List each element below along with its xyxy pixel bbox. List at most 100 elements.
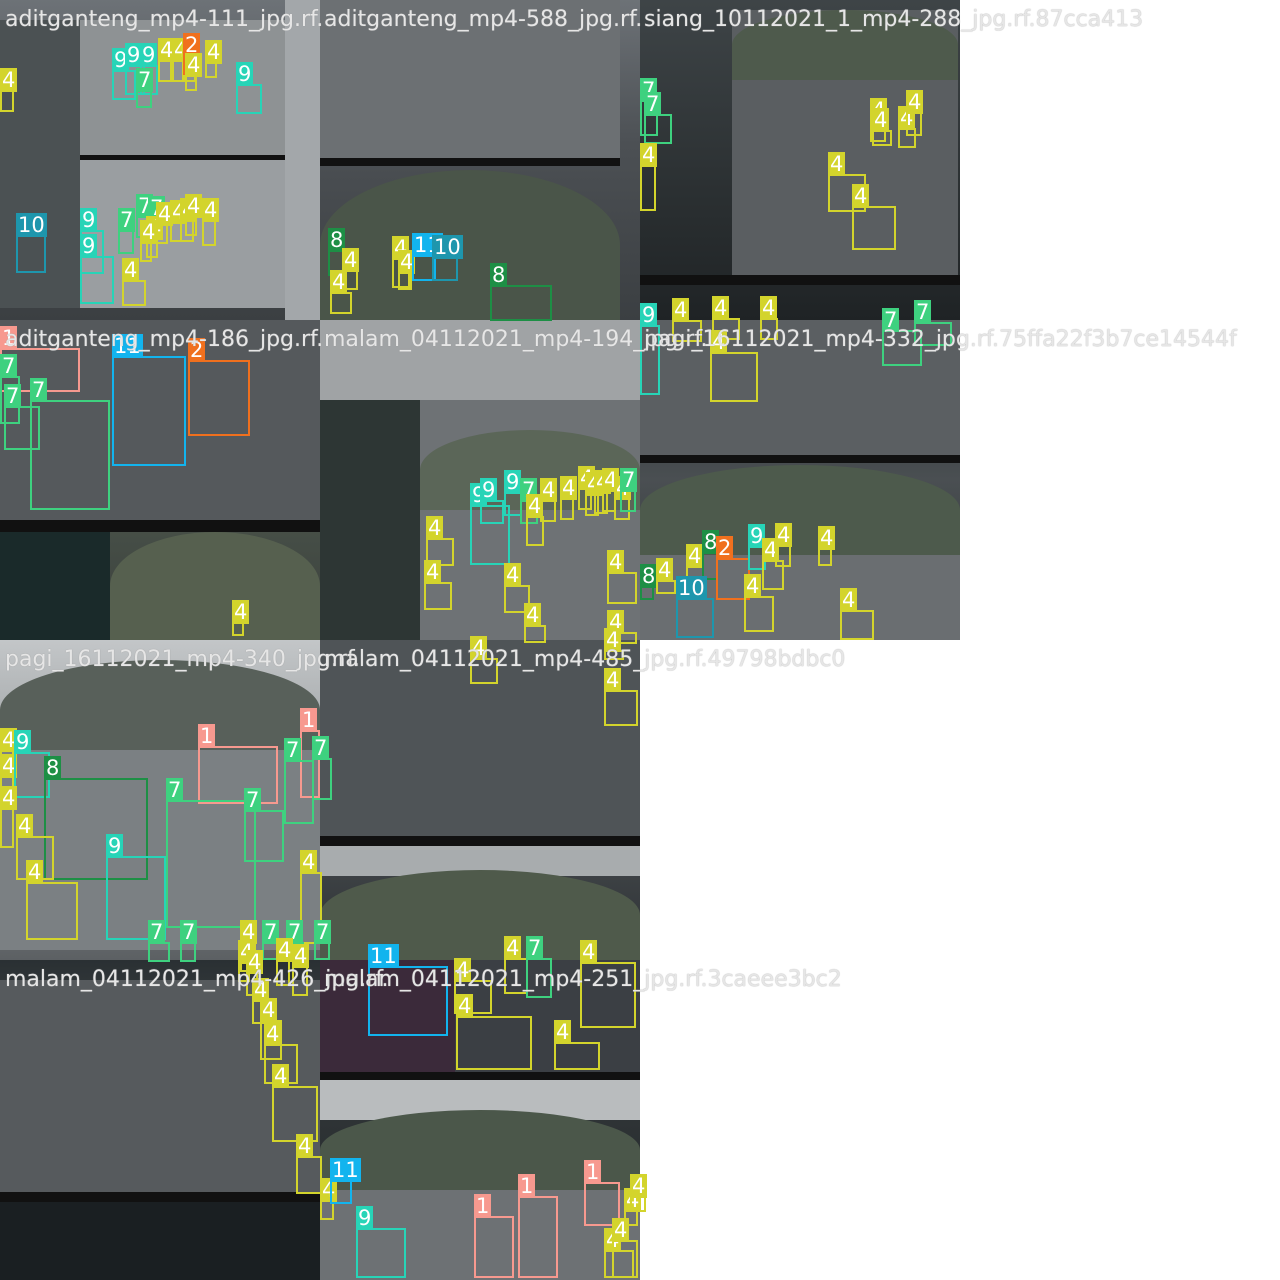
class-label: 4 xyxy=(775,523,793,547)
class-label: 7 xyxy=(30,378,48,402)
class-label: 4 xyxy=(185,53,203,77)
class-label: 4 xyxy=(840,588,858,612)
detection-box xyxy=(26,882,78,940)
class-label: 4 xyxy=(16,814,34,838)
class-label: 4 xyxy=(424,560,442,584)
class-label: 4 xyxy=(272,1064,290,1088)
class-label: 11 xyxy=(112,334,143,358)
class-label: 4 xyxy=(300,850,318,874)
class-label: 9 xyxy=(236,62,254,86)
class-label: 9 xyxy=(748,524,766,548)
detection-box xyxy=(198,746,278,804)
class-label: 4 xyxy=(320,1178,338,1202)
class-label: 7 xyxy=(284,738,302,762)
class-label: 4 xyxy=(185,194,203,218)
class-label: 9 xyxy=(140,43,158,67)
detection-box xyxy=(640,586,654,600)
class-label: 7 xyxy=(312,736,330,760)
strip xyxy=(320,1072,640,1080)
class-label: 4 xyxy=(454,958,472,982)
class-label: 1 xyxy=(300,708,318,732)
class-label: 4 xyxy=(630,1174,648,1198)
detection-box xyxy=(398,272,412,290)
class-label: 4 xyxy=(426,516,444,540)
detection-box xyxy=(840,610,874,640)
class-label: 4 xyxy=(906,90,924,114)
strip xyxy=(320,158,620,166)
class-label: 9 xyxy=(14,730,32,754)
class-label: 7 xyxy=(148,920,166,944)
class-label: 4 xyxy=(158,38,176,62)
detection-box xyxy=(232,622,244,636)
class-label: 4 xyxy=(818,526,836,550)
class-label: 8 xyxy=(44,756,62,780)
detection-box xyxy=(106,856,166,940)
detection-box xyxy=(314,942,330,960)
class-label: 4 xyxy=(205,40,223,64)
class-label: 1 xyxy=(198,724,216,748)
dark-panel xyxy=(320,400,420,640)
detection-box xyxy=(560,498,574,520)
detection-box xyxy=(118,230,134,254)
class-label: 1 xyxy=(518,1174,536,1198)
class-label: 4 xyxy=(456,994,474,1018)
class-label: 4 xyxy=(656,558,674,582)
detection-box xyxy=(490,285,552,321)
class-label: 9 xyxy=(106,834,124,858)
detection-box xyxy=(624,1210,638,1226)
road xyxy=(320,0,620,158)
class-label: 4 xyxy=(760,296,778,320)
detection-box xyxy=(356,1228,406,1278)
class-label: 2 xyxy=(188,338,206,362)
detection-box xyxy=(148,942,170,962)
detection-box xyxy=(166,800,256,928)
detection-box xyxy=(906,112,922,136)
class-label: 4 xyxy=(828,152,846,176)
strip xyxy=(640,455,960,463)
road xyxy=(0,320,320,520)
detection-box xyxy=(432,257,458,281)
class-label: 4 xyxy=(398,250,416,274)
detection-box xyxy=(30,400,110,510)
detection-box xyxy=(612,1240,638,1278)
detection-box xyxy=(284,760,314,824)
detection-box xyxy=(0,90,14,112)
detection-box xyxy=(480,500,504,524)
road xyxy=(640,320,960,455)
tile-9 xyxy=(0,960,320,1280)
class-label: 4 xyxy=(342,248,360,272)
class-label: 7 xyxy=(0,354,18,378)
detection-box xyxy=(584,1182,620,1226)
class-label: 8 xyxy=(328,228,346,252)
detection-box xyxy=(122,280,146,306)
class-label: 4 xyxy=(580,940,598,964)
class-label: 4 xyxy=(140,220,158,244)
road xyxy=(320,640,640,836)
detection-box xyxy=(292,966,308,996)
class-label: 11 xyxy=(368,944,399,968)
hill xyxy=(640,465,960,555)
detection-box xyxy=(518,1196,558,1278)
class-label: 4 xyxy=(560,476,578,500)
class-label: 4 xyxy=(470,636,488,660)
detection-box xyxy=(760,318,778,340)
class-label: 11 xyxy=(330,1158,361,1182)
detection-box xyxy=(4,406,40,450)
detection-box xyxy=(710,352,758,402)
class-label: 7 xyxy=(314,920,332,944)
class-label: 10 xyxy=(16,213,47,237)
tile-2 xyxy=(320,0,640,320)
detection-box xyxy=(185,75,197,91)
class-label: 7 xyxy=(262,920,280,944)
detection-box xyxy=(0,808,14,848)
class-label: 4 xyxy=(607,550,625,574)
class-label: 4 xyxy=(604,668,622,692)
strip xyxy=(0,155,285,160)
detection-box xyxy=(185,216,197,236)
detection-box xyxy=(852,206,896,250)
class-label: 9 xyxy=(640,303,658,327)
detection-box xyxy=(640,165,656,211)
class-label: 9 xyxy=(480,478,498,502)
detection-box xyxy=(644,114,672,144)
detection-box xyxy=(554,1042,600,1070)
